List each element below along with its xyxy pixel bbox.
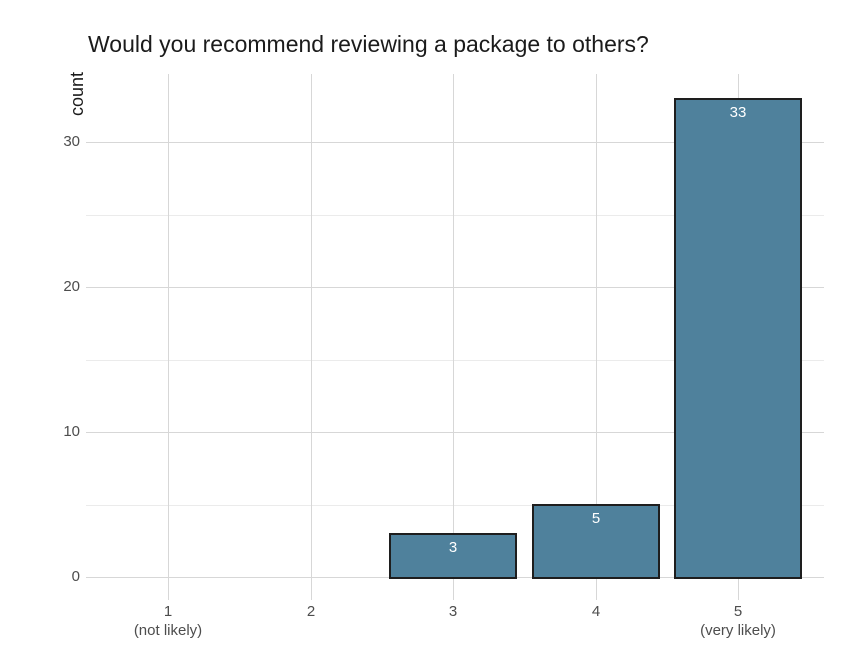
gridline-major-y-10: [86, 432, 824, 433]
plot-area: 3 5 33: [86, 74, 824, 600]
bar-category-3: [389, 533, 517, 579]
x-tick-line: (very likely): [700, 622, 776, 639]
gridline-major-y-20: [86, 287, 824, 288]
x-tick-line: 2: [306, 603, 316, 620]
x-tick-line: 3: [448, 603, 458, 620]
x-tick-line: 1: [163, 603, 173, 620]
y-tick-label-20: 20: [63, 278, 80, 295]
gridline-major-x-3: [453, 74, 454, 600]
gridline-minor-y-15: [86, 359, 824, 361]
chart-title: Would you recommend reviewing a package …: [88, 31, 649, 57]
gridline-minor-y-25: [86, 214, 824, 216]
y-tick-label-30: 30: [63, 133, 80, 150]
x-tick-line: (not likely): [133, 622, 203, 639]
y-tick-label-10: 10: [63, 423, 80, 440]
gridline-major-x-4: [596, 74, 597, 600]
gridline-major-y-30: [86, 142, 824, 143]
x-tick-line: 5: [733, 603, 743, 620]
gridline-minor-y-5: [86, 504, 824, 506]
x-tick-label-1: 1 (not likely): [96, 602, 240, 640]
gridline-major-x-2: [311, 74, 312, 600]
y-tick-label-0: 0: [71, 568, 80, 585]
x-tick-label-3: 3: [381, 602, 525, 621]
gridline-major-x-1: [168, 74, 169, 600]
bar-category-4: [532, 504, 660, 579]
bar-category-5: [674, 98, 802, 579]
x-tick-line: 4: [591, 603, 601, 620]
x-tick-label-5: 5 (very likely): [666, 602, 810, 640]
x-tick-label-4: 4: [524, 602, 668, 621]
x-tick-label-2: 2: [239, 602, 383, 621]
